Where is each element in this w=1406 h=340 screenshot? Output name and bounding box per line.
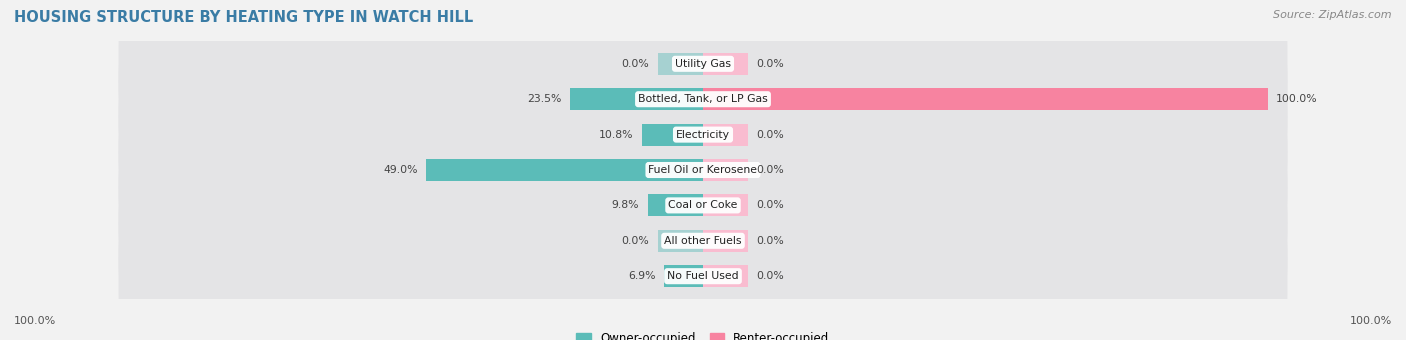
- Bar: [648, 194, 703, 216]
- FancyBboxPatch shape: [118, 0, 1288, 132]
- Bar: [703, 124, 748, 146]
- Text: Utility Gas: Utility Gas: [675, 59, 731, 69]
- Bar: [658, 53, 703, 75]
- Text: No Fuel Used: No Fuel Used: [668, 271, 738, 281]
- Text: 0.0%: 0.0%: [621, 59, 650, 69]
- Bar: [703, 53, 748, 75]
- FancyBboxPatch shape: [118, 31, 1288, 168]
- Text: 0.0%: 0.0%: [756, 236, 785, 246]
- Text: HOUSING STRUCTURE BY HEATING TYPE IN WATCH HILL: HOUSING STRUCTURE BY HEATING TYPE IN WAT…: [14, 10, 474, 25]
- Text: 0.0%: 0.0%: [756, 130, 785, 140]
- Bar: [426, 159, 703, 181]
- Text: 100.0%: 100.0%: [1350, 317, 1392, 326]
- Text: Coal or Coke: Coal or Coke: [668, 200, 738, 210]
- Text: All other Fuels: All other Fuels: [664, 236, 742, 246]
- Text: 23.5%: 23.5%: [527, 94, 562, 104]
- Text: 0.0%: 0.0%: [756, 165, 785, 175]
- Text: 100.0%: 100.0%: [14, 317, 56, 326]
- Bar: [703, 88, 1268, 110]
- Text: 10.8%: 10.8%: [599, 130, 634, 140]
- Text: 0.0%: 0.0%: [621, 236, 650, 246]
- FancyBboxPatch shape: [118, 102, 1288, 238]
- FancyBboxPatch shape: [118, 172, 1288, 309]
- Legend: Owner-occupied, Renter-occupied: Owner-occupied, Renter-occupied: [572, 328, 834, 340]
- Text: Electricity: Electricity: [676, 130, 730, 140]
- Text: Bottled, Tank, or LP Gas: Bottled, Tank, or LP Gas: [638, 94, 768, 104]
- Text: 0.0%: 0.0%: [756, 200, 785, 210]
- Text: Source: ZipAtlas.com: Source: ZipAtlas.com: [1274, 10, 1392, 20]
- Bar: [658, 230, 703, 252]
- Bar: [703, 159, 748, 181]
- FancyBboxPatch shape: [118, 137, 1288, 274]
- Bar: [664, 265, 703, 287]
- Text: 0.0%: 0.0%: [756, 59, 785, 69]
- Text: 6.9%: 6.9%: [628, 271, 655, 281]
- FancyBboxPatch shape: [118, 208, 1288, 340]
- Bar: [703, 265, 748, 287]
- Text: 100.0%: 100.0%: [1277, 94, 1317, 104]
- Text: 0.0%: 0.0%: [756, 271, 785, 281]
- Bar: [703, 230, 748, 252]
- Text: Fuel Oil or Kerosene: Fuel Oil or Kerosene: [648, 165, 758, 175]
- Text: 49.0%: 49.0%: [384, 165, 418, 175]
- Text: 9.8%: 9.8%: [612, 200, 640, 210]
- FancyBboxPatch shape: [118, 66, 1288, 203]
- Bar: [571, 88, 703, 110]
- Bar: [703, 194, 748, 216]
- Bar: [643, 124, 703, 146]
